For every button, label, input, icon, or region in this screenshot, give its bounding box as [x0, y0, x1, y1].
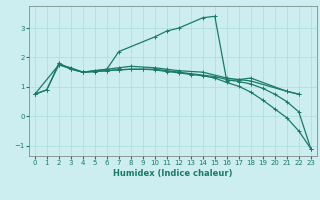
X-axis label: Humidex (Indice chaleur): Humidex (Indice chaleur)	[113, 169, 233, 178]
